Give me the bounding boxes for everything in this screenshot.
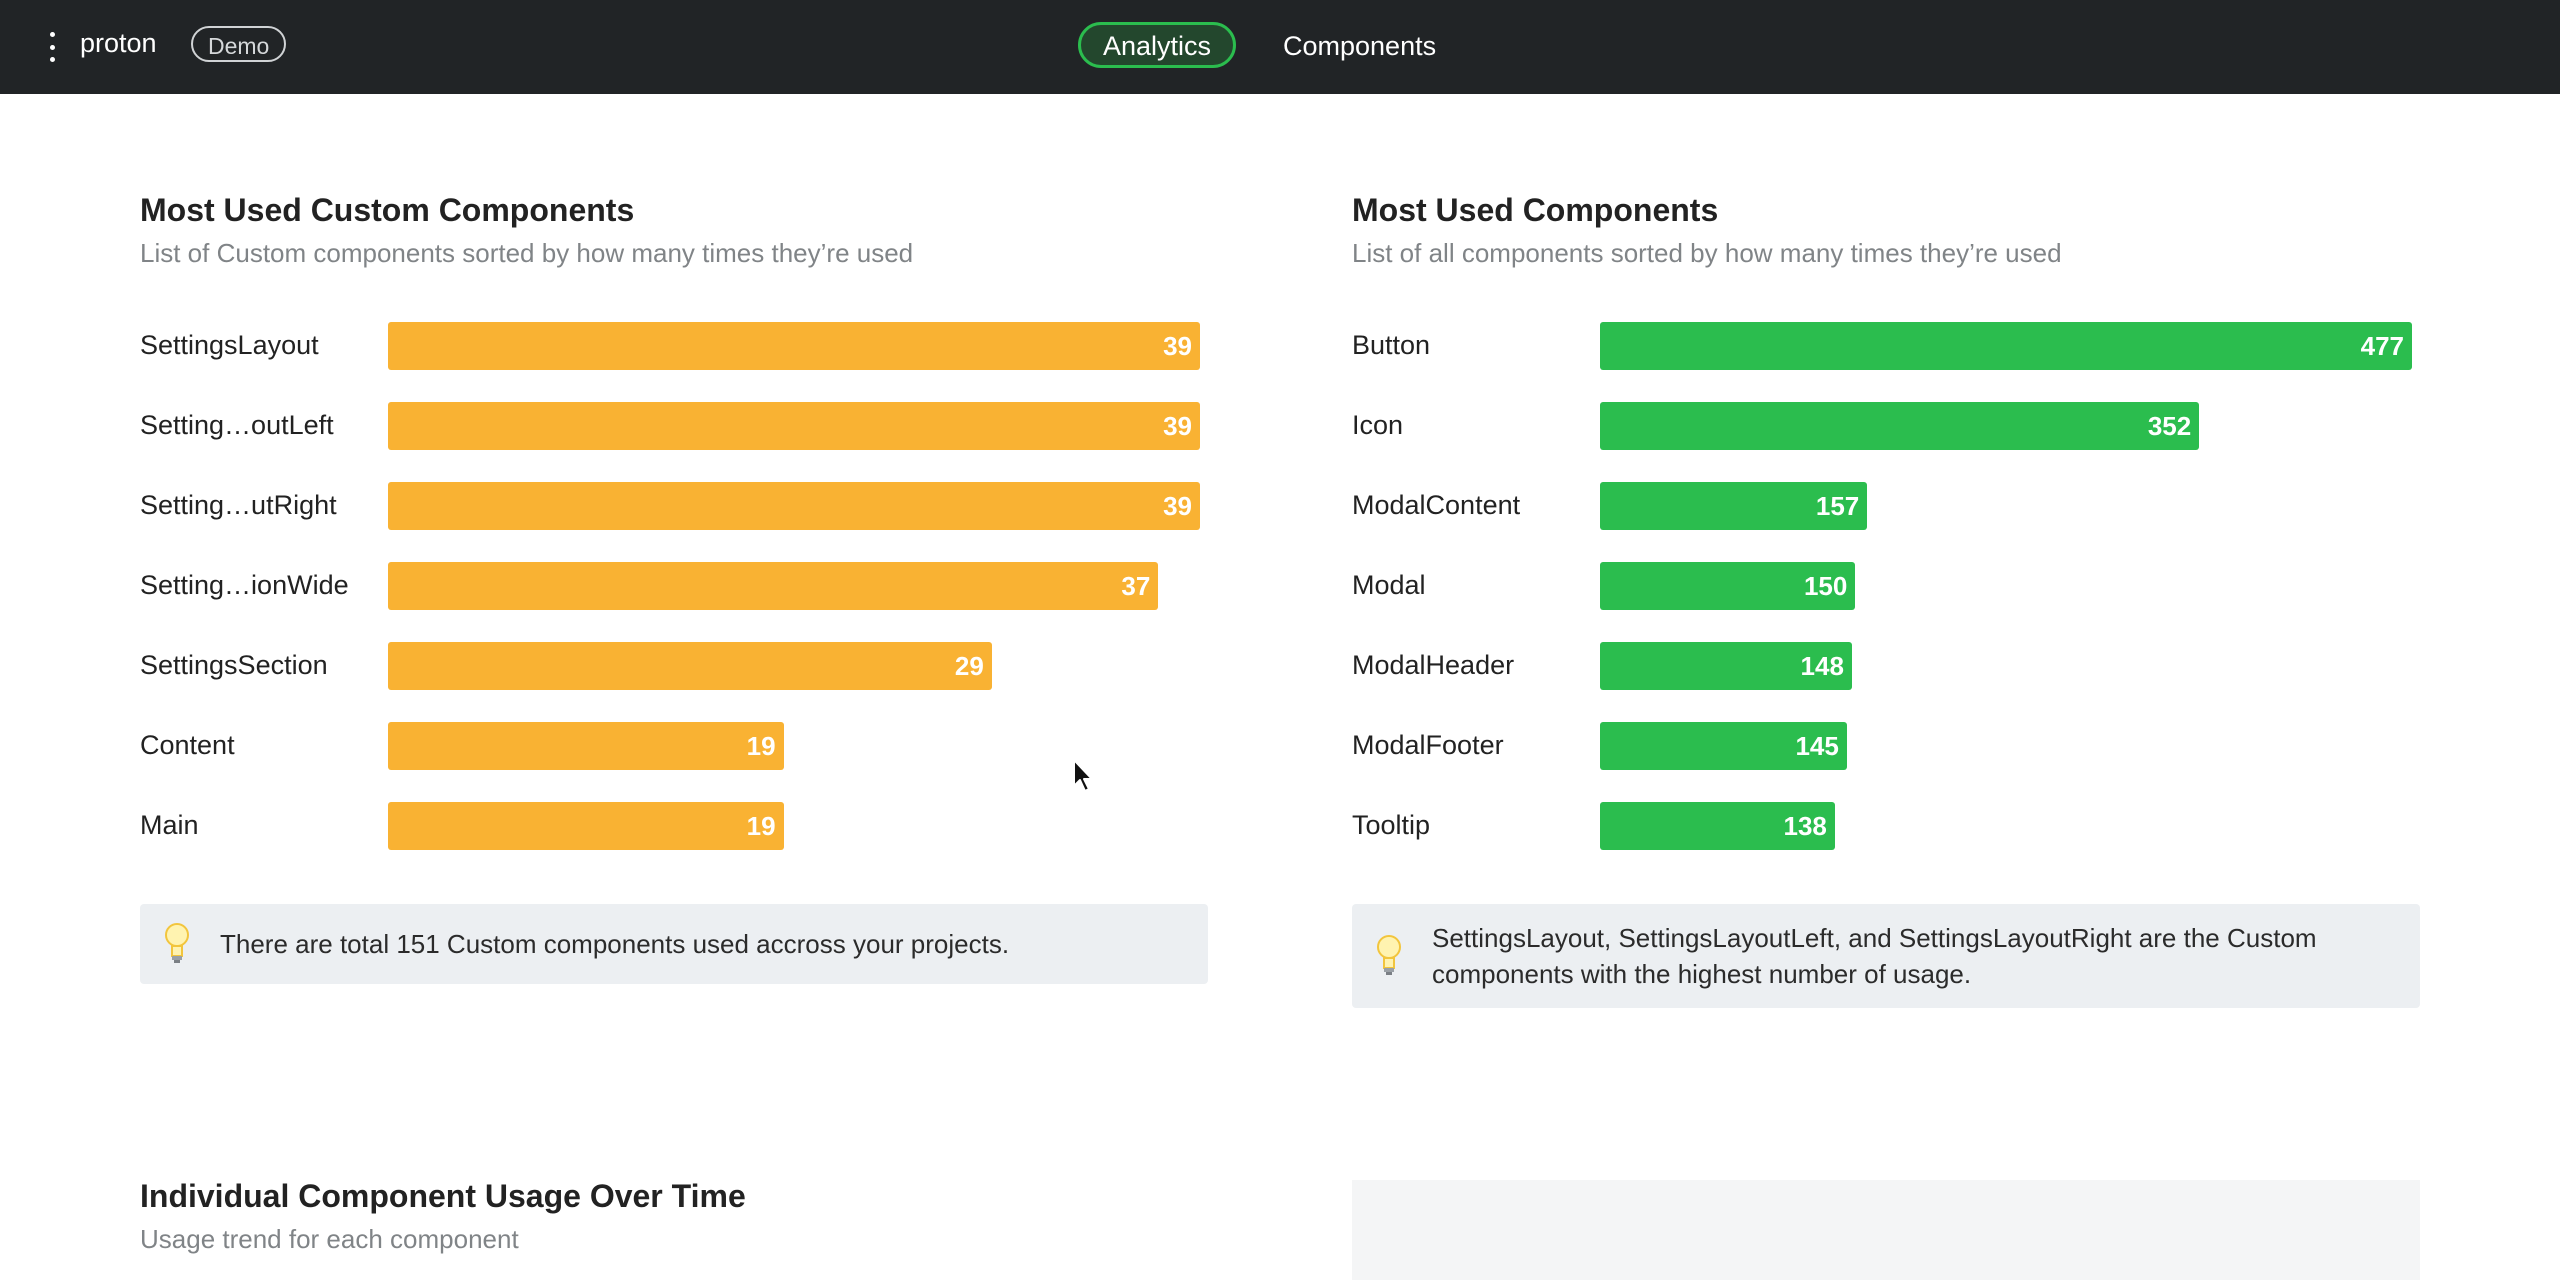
bar-row: Button 477 bbox=[1352, 304, 2420, 384]
bar-track: 29 bbox=[388, 642, 1200, 690]
insight-box: There are total 151 Custom components us… bbox=[140, 904, 1208, 984]
bar-value-label: 148 bbox=[1800, 651, 1844, 681]
bar-row: SettingsSection 29 bbox=[140, 624, 1208, 704]
bar-track: 39 bbox=[388, 482, 1200, 530]
bar-row: ModalFooter 145 bbox=[1352, 704, 2420, 784]
bar-value-label: 37 bbox=[1121, 571, 1151, 601]
lightbulb-icon bbox=[1377, 935, 1401, 975]
bar-value-label: 150 bbox=[1803, 571, 1848, 601]
bar: 352 bbox=[1600, 402, 2200, 450]
demo-badge: Demo bbox=[191, 26, 287, 62]
bar-row: Icon 352 bbox=[1352, 384, 2420, 464]
bar-row: Content 19 bbox=[140, 704, 1208, 784]
bar-label: Content bbox=[140, 730, 235, 760]
bar-track: 157 bbox=[1600, 482, 2412, 530]
bar: 39 bbox=[388, 322, 1200, 370]
bar-track: 145 bbox=[1600, 722, 2412, 770]
bar-value-label: 19 bbox=[746, 731, 776, 761]
bar-track: 148 bbox=[1600, 642, 2412, 690]
bar-row: Setting…utRight 39 bbox=[140, 464, 1208, 544]
bar-value-label: 145 bbox=[1795, 731, 1839, 761]
bar-label: Main bbox=[140, 810, 199, 840]
bar: 39 bbox=[388, 402, 1200, 450]
bar-label: Icon bbox=[1352, 410, 1404, 440]
bar-value-label: 39 bbox=[1163, 491, 1192, 521]
bar-value-label: 39 bbox=[1163, 411, 1192, 441]
bar-label: Setting…ionWide bbox=[140, 570, 349, 600]
panel-subtitle: List of Custom components sorted by how … bbox=[140, 238, 914, 268]
chart-placeholder bbox=[1352, 1180, 2420, 1280]
bar-label: ModalHeader bbox=[1352, 650, 1515, 680]
bar: 37 bbox=[388, 562, 1159, 610]
custom-components-bar-list: SettingsLayout 39 Setting…outLeft 39 Setting… bbox=[140, 304, 1208, 864]
bar-track: 477 bbox=[1600, 322, 2412, 370]
mouse-cursor-icon bbox=[1073, 759, 1093, 792]
bar-track: 37 bbox=[388, 562, 1200, 610]
bar-value-label: 19 bbox=[746, 811, 776, 841]
bar-label: Modal bbox=[1352, 570, 1426, 600]
bar-row: ModalContent 157 bbox=[1352, 464, 2420, 544]
bar-label: Setting…outLeft bbox=[140, 410, 334, 440]
bar-value-label: 138 bbox=[1783, 811, 1827, 841]
bar-label: ModalContent bbox=[1352, 490, 1521, 520]
bar-track: 150 bbox=[1600, 562, 2412, 610]
bar-row: ModalHeader 148 bbox=[1352, 624, 2420, 704]
all-components-panel: Most Used Components List of all compone… bbox=[1352, 190, 2420, 1008]
bar: 19 bbox=[388, 802, 784, 850]
bar-row: Modal 150 bbox=[1352, 544, 2420, 624]
bar-track: 39 bbox=[388, 402, 1200, 450]
bar-row: SettingsLayout 39 bbox=[140, 304, 1208, 384]
panel-title: Most Used Components bbox=[1352, 192, 1719, 228]
bar-track: 19 bbox=[388, 802, 1200, 850]
bar-label: SettingsSection bbox=[140, 650, 328, 680]
lightbulb-icon bbox=[165, 923, 189, 963]
bar: 157 bbox=[1600, 482, 1868, 530]
section-subtitle: Usage trend for each component bbox=[140, 1224, 519, 1254]
bar: 19 bbox=[388, 722, 784, 770]
bar-label: SettingsLayout bbox=[140, 330, 319, 360]
bar-track: 19 bbox=[388, 722, 1200, 770]
bar-row: Tooltip 138 bbox=[1352, 784, 2420, 864]
bar-label: Tooltip bbox=[1352, 810, 1431, 840]
bar-value-label: 157 bbox=[1815, 491, 1860, 521]
tab-analytics[interactable]: Analytics bbox=[1078, 22, 1237, 68]
bar: 39 bbox=[388, 482, 1200, 530]
bar-row: Setting…ionWide 37 bbox=[140, 544, 1208, 624]
app-name: proton bbox=[80, 28, 157, 58]
insight-box: SettingsLayout, SettingsLayoutLeft, and … bbox=[1352, 904, 2420, 1008]
panel-subtitle: List of all components sorted by how man… bbox=[1352, 238, 2062, 268]
section-title: Individual Component Usage Over Time bbox=[140, 1178, 746, 1214]
insight-text: There are total 151 Custom components us… bbox=[220, 929, 1010, 959]
bar-value-label: 477 bbox=[2360, 331, 2404, 361]
bar: 477 bbox=[1600, 322, 2412, 370]
bar-row: Main 19 bbox=[140, 784, 1208, 864]
bar-track: 138 bbox=[1600, 802, 2412, 850]
bar-label: Button bbox=[1352, 330, 1431, 360]
bar: 145 bbox=[1600, 722, 1847, 770]
panel-title: Most Used Custom Components bbox=[140, 192, 635, 228]
bar-track: 352 bbox=[1600, 402, 2412, 450]
bar-label: ModalFooter bbox=[1352, 730, 1504, 760]
bar: 150 bbox=[1600, 562, 1856, 610]
tab-components[interactable]: Components bbox=[1283, 31, 1437, 61]
kebab-menu-icon[interactable] bbox=[44, 32, 60, 62]
usage-over-time-section: Individual Component Usage Over Time Usa… bbox=[140, 1176, 746, 1255]
all-components-bar-list: Button 477 Icon 352 ModalContent 157 Modal 150 M… bbox=[1352, 304, 2420, 864]
bar-row: Setting…outLeft 39 bbox=[140, 384, 1208, 464]
bar: 148 bbox=[1600, 642, 1852, 690]
bar: 138 bbox=[1600, 802, 1835, 850]
bar-value-label: 352 bbox=[2147, 411, 2192, 441]
top-navigation-bar: proton Demo Analytics Components bbox=[0, 0, 2560, 94]
insight-text: SettingsLayout, SettingsLayoutLeft, and … bbox=[1432, 923, 2317, 989]
bar-track: 39 bbox=[388, 322, 1200, 370]
bar-label: Setting…utRight bbox=[140, 490, 337, 520]
custom-components-panel: Most Used Custom Components List of Cust… bbox=[140, 190, 1208, 984]
bar-value-label: 39 bbox=[1163, 331, 1192, 361]
bar-value-label: 29 bbox=[954, 651, 984, 681]
bar: 29 bbox=[388, 642, 992, 690]
